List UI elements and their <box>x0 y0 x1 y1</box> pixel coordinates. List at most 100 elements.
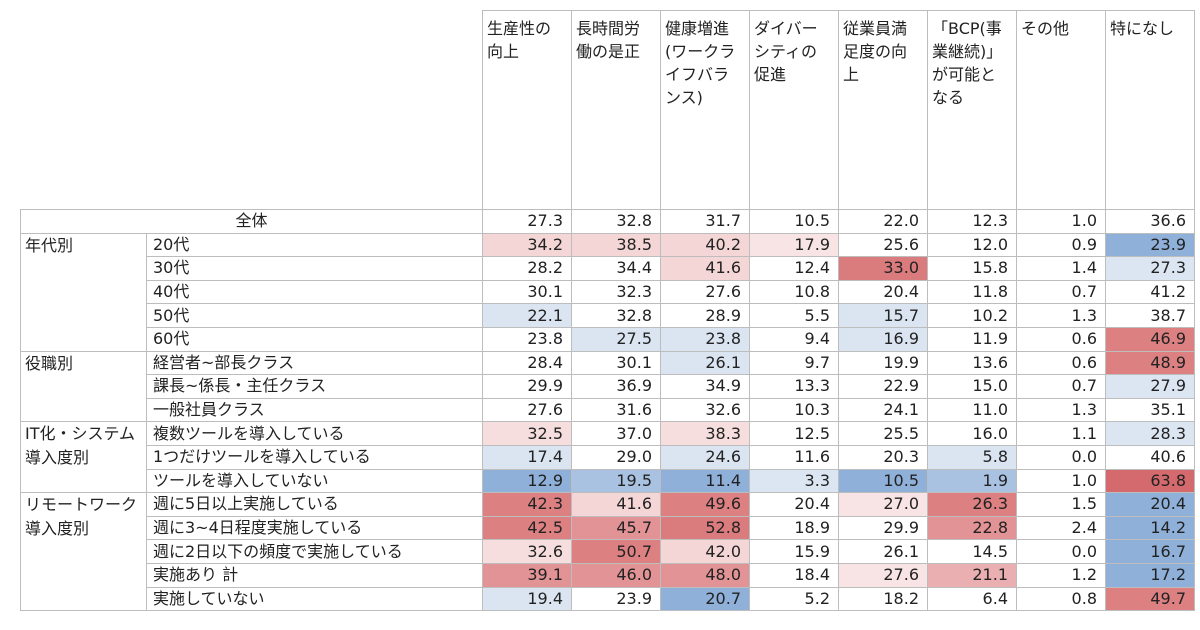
cell-value: 16.9 <box>838 326 928 352</box>
cell-value: 20.3 <box>838 444 928 470</box>
cell-value: 6.4 <box>927 586 1017 612</box>
column-header-line: 働の是正 <box>576 42 641 61</box>
cell-value: 27.6 <box>660 279 750 305</box>
group-label: 役職別 <box>20 350 147 423</box>
cell-value: 28.9 <box>660 303 750 328</box>
row-label: 週に3~4日程度実施している <box>146 515 483 541</box>
table-body: 全体 27.3 32.8 31.7 10.5 22.0 12.3 1.0 36.6 年代別 20… <box>20 209 1195 612</box>
table-row: 40代 30.1 32.3 27.6 10.8 20.4 11.8 0.7 41.2 <box>21 279 1195 305</box>
cell-value: 13.3 <box>749 374 839 399</box>
column-header-line: 業継続)」 <box>932 42 1003 61</box>
row-label: 経営者~部長クラス <box>146 350 483 376</box>
cell-value: 1.1 <box>1016 421 1106 446</box>
cell-value: 41.6 <box>660 256 750 281</box>
cell-value: 1.9 <box>927 468 1017 494</box>
cell-value: 38.5 <box>571 232 661 258</box>
group-label: リモートワーク 導入度別 <box>20 492 147 612</box>
column-header-line: ダイバー <box>754 19 818 38</box>
overall-value: 22.0 <box>838 209 928 234</box>
group-label: IT化・システム 導入度別 <box>20 421 147 494</box>
cell-value: 5.8 <box>927 444 1017 470</box>
column-header-line: 特になし <box>1110 19 1175 38</box>
row-label: 20代 <box>146 232 483 258</box>
cell-value: 32.3 <box>571 279 661 305</box>
table-row: 1つだけツールを導入している 17.4 29.0 24.6 11.6 20.3 5.8 0.0… <box>21 444 1195 470</box>
table-row: 役職別 経営者~部長クラス 28.4 30.1 26.1 9.7 19.9 13.6 0.6 48… <box>20 350 1195 423</box>
cell-value: 28.3 <box>1105 421 1195 446</box>
cell-value: 11.9 <box>927 326 1017 352</box>
cell-value: 11.6 <box>749 444 839 470</box>
cell-value: 12.4 <box>749 256 839 281</box>
group-label-line: 役職別 <box>25 353 74 373</box>
header-row: 生産性の 向上 長時間労 働の是正 健康増進 (ワークラ イフバラ ンス) ダイバー シティの 促進… <box>21 10 1195 210</box>
row-label: 1つだけツールを導入している <box>146 444 483 470</box>
cell-value: 52.8 <box>660 515 750 541</box>
survey-table: 生産性の 向上 長時間労 働の是正 健康増進 (ワークラ イフバラ ンス) ダイバー シティの 促進… <box>20 10 1195 612</box>
cell-value: 15.9 <box>749 539 839 564</box>
cell-value: 34.4 <box>571 256 661 281</box>
cell-value: 0.0 <box>1016 444 1106 470</box>
cell-value: 18.9 <box>749 515 839 541</box>
table-row: 一般社員クラス 27.6 31.6 32.6 10.3 24.1 11.0 1.3 35.1 <box>21 397 1195 423</box>
group-label-line: 導入度別 <box>25 519 90 539</box>
table-row: 年代別 20代 34.2 38.5 40.2 17.9 25.6 12.0 0.9 23.9 <box>20 232 1195 352</box>
cell-value: 15.0 <box>927 374 1017 399</box>
cell-value: 11.8 <box>927 279 1017 305</box>
column-header: 生産性の 向上 <box>482 10 572 210</box>
cell-value: 42.3 <box>482 492 572 517</box>
group-label-line: 年代別 <box>25 235 74 255</box>
cell-value: 19.4 <box>482 586 572 612</box>
overall-value: 27.3 <box>482 209 572 234</box>
cell-value: 48.0 <box>660 562 750 588</box>
cell-value: 0.7 <box>1016 279 1106 305</box>
column-header-line: シティの <box>754 42 818 61</box>
cell-value: 32.6 <box>660 397 750 423</box>
cell-value: 26.1 <box>660 350 750 376</box>
cell-value: 5.5 <box>749 303 839 328</box>
cell-value: 33.0 <box>838 256 928 281</box>
cell-value: 24.1 <box>838 397 928 423</box>
column-header-line: 従業員満 <box>843 19 908 38</box>
cell-value: 42.5 <box>482 515 572 541</box>
column-header: 健康増進 (ワークラ イフバラ ンス) <box>660 10 750 210</box>
column-header-line: ンス) <box>665 88 703 107</box>
column-header-line: なる <box>932 88 965 107</box>
cell-value: 15.8 <box>927 256 1017 281</box>
cell-value: 0.0 <box>1016 539 1106 564</box>
column-header-line: 長時間労 <box>576 19 641 38</box>
group-label-line: リモートワーク <box>25 495 138 515</box>
cell-value: 37.0 <box>571 421 661 446</box>
table-row: 60代 23.8 27.5 23.8 9.4 16.9 11.9 0.6 46.9 <box>21 326 1195 352</box>
overall-value: 31.7 <box>660 209 750 234</box>
cell-value: 26.1 <box>838 539 928 564</box>
table-row: 週に3~4日程度実施している 42.5 45.7 52.8 18.9 29.9 22.8 2.… <box>21 515 1195 541</box>
group-label-line: IT化・システム <box>25 424 136 444</box>
cell-value: 50.7 <box>571 539 661 564</box>
row-label: ツールを導入していない <box>146 468 483 494</box>
cell-value: 63.8 <box>1105 468 1195 494</box>
column-header-line: 足度の向 <box>843 42 908 61</box>
cell-value: 0.8 <box>1016 586 1106 612</box>
cell-value: 28.4 <box>482 350 572 376</box>
cell-value: 20.7 <box>660 586 750 612</box>
cell-value: 10.2 <box>927 303 1017 328</box>
cell-value: 27.0 <box>838 492 928 517</box>
cell-value: 29.9 <box>838 515 928 541</box>
cell-value: 12.9 <box>482 468 572 494</box>
column-header: 特になし <box>1105 10 1195 210</box>
row-label: 週に2日以下の頻度で実施している <box>146 539 483 564</box>
cell-value: 34.2 <box>482 232 572 258</box>
header-blank <box>21 11 483 210</box>
cell-value: 30.1 <box>571 350 661 376</box>
cell-value: 21.1 <box>927 562 1017 588</box>
cell-value: 38.7 <box>1105 303 1195 328</box>
cell-value: 1.3 <box>1016 303 1106 328</box>
row-label: 複数ツールを導入している <box>146 421 483 446</box>
cell-value: 1.4 <box>1016 256 1106 281</box>
cell-value: 17.4 <box>482 444 572 470</box>
cell-value: 22.8 <box>927 515 1017 541</box>
cell-value: 26.3 <box>927 492 1017 517</box>
cell-value: 3.3 <box>749 468 839 494</box>
cell-value: 13.6 <box>927 350 1017 376</box>
cell-value: 0.9 <box>1016 232 1106 258</box>
